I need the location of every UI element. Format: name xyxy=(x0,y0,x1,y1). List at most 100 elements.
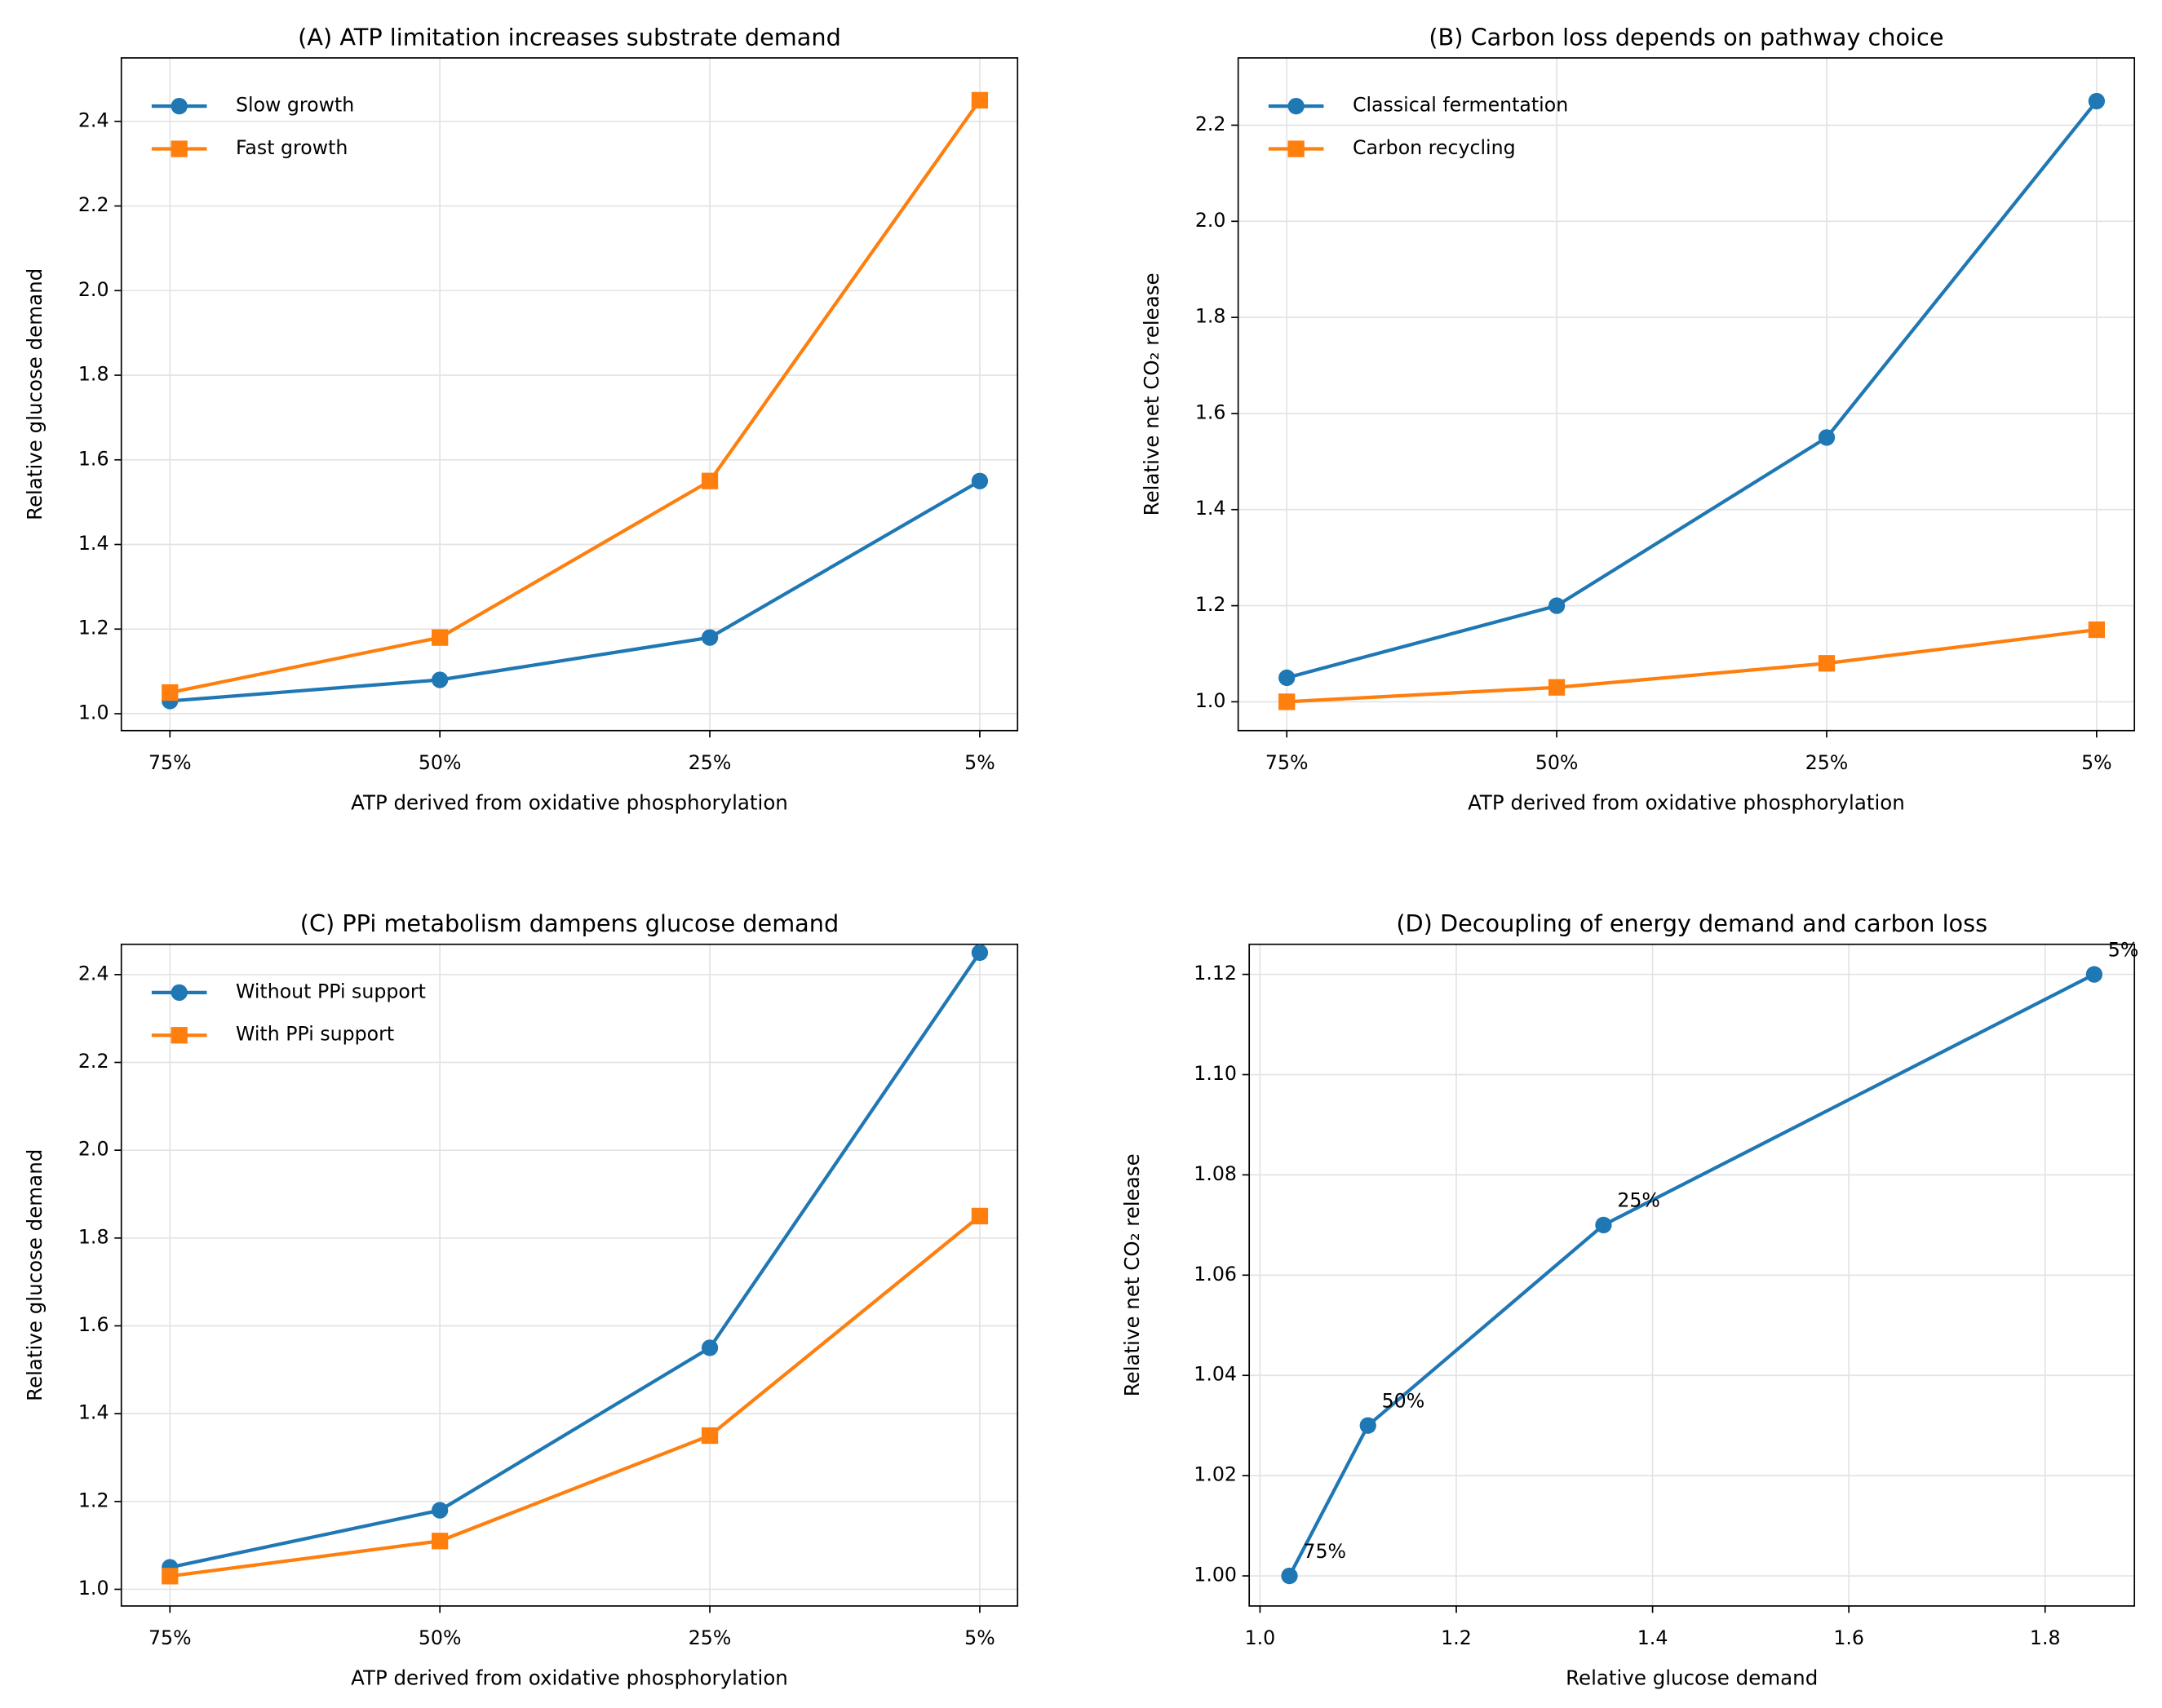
x-tick-label: 1.6 xyxy=(1833,1626,1864,1649)
x-tick-label: 75% xyxy=(148,1626,192,1649)
plot-frame xyxy=(120,57,1019,732)
marker xyxy=(2088,92,2106,110)
series-line xyxy=(170,1215,981,1578)
y-tick-label: 1.0 xyxy=(78,1577,109,1600)
y-tick-label: 1.2 xyxy=(1195,593,1226,616)
point-label: 50% xyxy=(1382,1389,1425,1412)
marker xyxy=(162,1568,179,1585)
x-tick-label: 25% xyxy=(689,751,732,774)
x-tick-label: 75% xyxy=(148,751,192,774)
y-tick-label: 1.08 xyxy=(1194,1162,1237,1185)
x-axis-label: ATP derived from oxidative phosphorylati… xyxy=(351,1666,788,1689)
y-tick-label: 2.2 xyxy=(78,193,109,216)
y-tick-label: 2.0 xyxy=(78,278,109,301)
legend-marker xyxy=(1287,140,1305,157)
marker xyxy=(432,1502,449,1519)
series-line xyxy=(1287,972,2095,1577)
panel: 75% 50% 25% 5% 1.0 1.2 1.4 1.6 1.8 2.0 2.2 (B) Carb… xyxy=(1140,23,2136,814)
marker xyxy=(701,472,719,489)
marker xyxy=(162,684,179,701)
legend-label: Slow growth xyxy=(236,94,354,117)
x-tick-label: 25% xyxy=(1805,751,1849,774)
x-tick-label: 5% xyxy=(964,751,995,774)
y-axis-label: Relative glucose demand xyxy=(23,1149,47,1401)
y-tick-label: 2.2 xyxy=(78,1050,109,1073)
marker xyxy=(971,472,989,489)
plot-frame xyxy=(1248,943,2136,1607)
y-tick-label: 2.2 xyxy=(1195,113,1226,135)
legend-label: Classical fermentation xyxy=(1353,94,1568,117)
y-tick-label: 2.0 xyxy=(1195,209,1226,232)
x-axis-label: ATP derived from oxidative phosphorylati… xyxy=(351,790,788,814)
plot-frame xyxy=(1237,57,2136,732)
x-tick-label: 1.0 xyxy=(1245,1626,1276,1649)
marker xyxy=(1359,1417,1376,1434)
x-tick-label: 50% xyxy=(419,1626,462,1649)
x-tick-label: 1.4 xyxy=(1637,1626,1668,1649)
marker xyxy=(1548,597,1566,614)
legend-marker xyxy=(171,140,188,157)
x-tick-label: 75% xyxy=(1265,751,1309,774)
chart-title: (C) PPi metabolism dampens glucose deman… xyxy=(300,909,839,937)
y-tick-label: 1.4 xyxy=(78,1401,109,1424)
y-tick-label: 1.6 xyxy=(78,1313,109,1336)
plot-frame xyxy=(120,943,1019,1607)
legend-label: With PPi support xyxy=(236,1023,394,1046)
marker xyxy=(971,1207,989,1225)
y-tick-label: 1.8 xyxy=(1195,305,1226,328)
marker xyxy=(701,1427,719,1445)
marker xyxy=(1281,1567,1298,1585)
marker xyxy=(432,1533,449,1550)
series-line xyxy=(1287,627,2098,704)
y-tick-label: 1.2 xyxy=(78,617,109,639)
y-axis-label: Relative net CO₂ release xyxy=(1120,1153,1144,1396)
x-tick-label: 5% xyxy=(2081,751,2112,774)
y-tick-label: 2.4 xyxy=(78,962,109,985)
y-tick-label: 1.06 xyxy=(1194,1263,1237,1285)
marker xyxy=(1278,669,1296,687)
marker xyxy=(971,944,989,962)
series-line xyxy=(169,951,981,1569)
marker xyxy=(2088,621,2106,639)
legend-marker xyxy=(171,1027,188,1044)
marker xyxy=(1818,655,1836,672)
marker xyxy=(432,671,449,688)
legend-label: Carbon recycling xyxy=(1353,136,1516,159)
legend-marker xyxy=(1287,98,1305,115)
marker xyxy=(1818,429,1836,446)
point-label: 75% xyxy=(1303,1540,1346,1563)
marker xyxy=(701,629,719,646)
marker xyxy=(1595,1216,1612,1233)
legend-marker xyxy=(171,984,188,1001)
panel: 1.0 1.2 1.4 1.6 1.8 1.00 1.02 1.04 1.06 1.08 1.10 1… xyxy=(1120,909,2138,1689)
y-tick-label: 1.2 xyxy=(78,1489,109,1511)
y-tick-label: 2.0 xyxy=(78,1138,109,1161)
y-tick-label: 1.4 xyxy=(1195,497,1226,520)
point-label: 5% xyxy=(2108,938,2139,961)
marker xyxy=(432,629,449,646)
panel: 75% 50% 25% 5% 1.0 1.2 1.4 1.6 1.8 2.0 2.2 2.4 (C) P… xyxy=(23,909,1019,1689)
chart-title: (D) Decoupling of energy demand and carb… xyxy=(1396,909,1987,937)
x-tick-label: 1.8 xyxy=(2030,1626,2061,1649)
series-line xyxy=(170,479,981,703)
marker xyxy=(1548,679,1566,696)
marker xyxy=(2085,966,2103,983)
y-tick-label: 1.12 xyxy=(1194,962,1237,985)
point-label: 25% xyxy=(1617,1189,1660,1212)
legend-label: Fast growth xyxy=(236,136,348,159)
x-axis-label: Relative glucose demand xyxy=(1566,1666,1818,1689)
y-tick-label: 1.0 xyxy=(1195,689,1226,712)
x-axis-label: ATP derived from oxidative phosphorylati… xyxy=(1468,790,1905,814)
y-tick-label: 1.8 xyxy=(78,1225,109,1248)
series-line xyxy=(169,99,981,695)
chart-title: (A) ATP limitation increases substrate d… xyxy=(298,23,841,51)
y-tick-label: 1.02 xyxy=(1194,1463,1237,1486)
y-axis-label: Relative net CO₂ release xyxy=(1140,272,1163,515)
x-tick-label: 5% xyxy=(964,1626,995,1649)
legend-label: Without PPi support xyxy=(236,980,426,1002)
legend-marker xyxy=(171,98,188,115)
x-tick-label: 50% xyxy=(419,751,462,774)
y-tick-label: 2.4 xyxy=(78,108,109,131)
